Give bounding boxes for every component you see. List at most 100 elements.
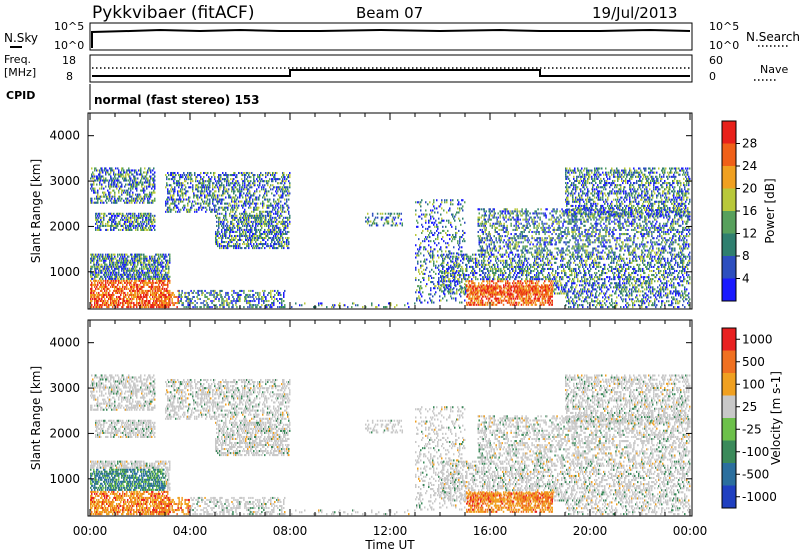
power-cell <box>286 178 288 181</box>
power-cell <box>443 259 445 262</box>
power-cell <box>143 171 145 174</box>
power-cell <box>453 266 455 269</box>
power-cell <box>93 189 95 192</box>
power-cell <box>288 247 290 250</box>
power-cell <box>458 201 460 204</box>
power-cell <box>458 211 460 214</box>
power-cell <box>153 304 155 307</box>
power-cell <box>138 216 140 219</box>
power-cell <box>143 197 145 200</box>
power-cell <box>151 263 153 266</box>
power-cell <box>264 180 266 183</box>
power-cell <box>232 306 234 309</box>
power-cell <box>173 190 175 193</box>
power-cell <box>135 177 137 180</box>
power-cell <box>130 302 132 305</box>
power-cell <box>131 306 133 309</box>
power-cell <box>114 300 116 303</box>
power-cell <box>281 220 283 223</box>
power-cell <box>146 193 148 196</box>
power-cell <box>355 304 357 307</box>
power-cell <box>283 206 285 209</box>
power-cell <box>164 300 166 303</box>
power-cell <box>448 221 450 224</box>
power-cell <box>270 204 272 207</box>
power-cell <box>95 222 97 225</box>
power-cell <box>144 261 146 264</box>
power-cell <box>138 212 140 215</box>
power-cell <box>264 230 266 233</box>
power-cell <box>128 277 130 280</box>
power-cell <box>135 289 137 292</box>
power-cell <box>268 222 270 225</box>
power-cell <box>280 204 282 207</box>
power-cell <box>246 300 248 303</box>
power-cell <box>126 300 128 303</box>
power-cell <box>383 306 385 309</box>
power-cell <box>109 173 111 176</box>
power-cell <box>116 222 118 225</box>
power-cell <box>189 171 191 175</box>
power-cell <box>115 277 117 280</box>
power-cell <box>237 295 239 299</box>
power-cell <box>124 285 126 288</box>
power-cell <box>96 212 98 215</box>
power-cell <box>103 193 105 196</box>
power-cell <box>428 293 430 296</box>
power-cell <box>454 278 456 281</box>
power-cell <box>444 201 446 204</box>
power-cell <box>460 253 462 256</box>
power-cell <box>250 194 252 197</box>
power-cell <box>280 222 282 225</box>
power-cell <box>211 210 213 213</box>
power-cell <box>130 195 132 198</box>
power-cell <box>104 285 106 288</box>
power-cell <box>145 263 147 266</box>
power-cell <box>390 302 392 305</box>
power-cell <box>111 257 113 260</box>
power-cell <box>260 222 262 225</box>
power-cell <box>176 206 178 209</box>
power-cell <box>108 218 110 221</box>
power-cell <box>236 214 238 217</box>
power-cell <box>455 281 457 284</box>
power-cell <box>276 247 278 250</box>
power-cell <box>241 171 243 175</box>
power-cell <box>234 198 236 201</box>
power-cell <box>146 214 148 217</box>
power-cell <box>272 247 274 250</box>
power-cell <box>421 223 423 226</box>
power-cell <box>464 254 466 257</box>
power-cell <box>137 183 139 186</box>
power-cell <box>450 252 452 255</box>
power-cell <box>187 302 189 305</box>
power-cell <box>371 304 373 307</box>
power-cell <box>215 194 217 197</box>
power-cell <box>185 186 187 189</box>
power-cell <box>101 169 103 172</box>
power-cell <box>428 219 430 222</box>
power-cell <box>177 210 179 213</box>
power-cell <box>245 295 247 299</box>
power-cell <box>104 273 106 276</box>
power-cell <box>158 279 160 282</box>
power-cell <box>265 210 267 213</box>
power-cell <box>95 283 97 286</box>
power-cell <box>436 199 438 202</box>
power-cell <box>398 214 401 217</box>
power-cell <box>134 169 136 172</box>
power-cell <box>452 280 454 283</box>
power-cell <box>111 197 113 200</box>
power-cell <box>435 219 437 222</box>
power-cell <box>227 228 229 231</box>
power-cell <box>255 304 257 307</box>
power-cell <box>244 186 246 189</box>
power-cell <box>145 295 147 299</box>
power-cell <box>211 306 213 309</box>
power-cell <box>454 263 456 266</box>
power-cell <box>96 263 98 266</box>
power-cell <box>118 199 120 202</box>
power-cell <box>231 188 233 191</box>
power-cell <box>417 260 419 263</box>
power-cell <box>211 302 213 305</box>
